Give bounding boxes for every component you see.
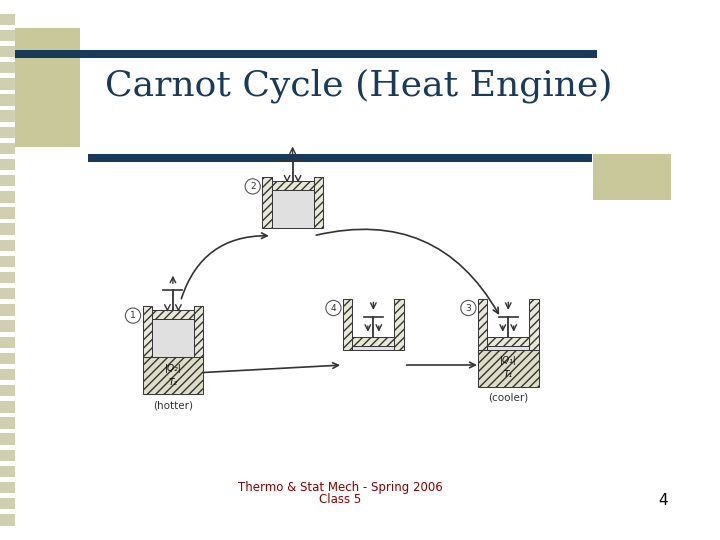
- Text: (hotter): (hotter): [153, 400, 193, 410]
- Bar: [15, 50, 597, 58]
- Bar: [0, 336, 15, 348]
- Text: 4: 4: [658, 493, 668, 508]
- Bar: [152, 319, 194, 357]
- Bar: [0, 191, 15, 202]
- Bar: [0, 465, 15, 477]
- Text: 1: 1: [130, 311, 136, 320]
- Bar: [0, 385, 15, 396]
- Bar: [0, 14, 15, 25]
- Bar: [271, 190, 313, 228]
- Bar: [0, 175, 15, 186]
- Bar: [0, 94, 15, 106]
- Bar: [0, 30, 15, 41]
- Bar: [0, 110, 15, 122]
- Bar: [0, 224, 15, 235]
- Bar: [478, 350, 539, 387]
- Text: Carnot Cycle (Heat Engine): Carnot Cycle (Heat Engine): [104, 69, 612, 103]
- Bar: [487, 336, 529, 346]
- Bar: [0, 143, 15, 154]
- Text: 3: 3: [465, 303, 471, 313]
- Bar: [353, 346, 395, 350]
- Bar: [15, 28, 80, 146]
- Bar: [0, 272, 15, 284]
- Text: |Q₁|: |Q₁|: [500, 356, 517, 366]
- Bar: [0, 126, 15, 138]
- Bar: [143, 357, 203, 394]
- Bar: [0, 434, 15, 445]
- Bar: [478, 299, 487, 350]
- Bar: [353, 336, 395, 346]
- Bar: [0, 450, 15, 461]
- Bar: [0, 240, 15, 251]
- Bar: [0, 159, 15, 170]
- Bar: [271, 181, 313, 190]
- Bar: [0, 320, 15, 332]
- Bar: [0, 304, 15, 315]
- Bar: [0, 514, 15, 525]
- Text: 4: 4: [330, 303, 336, 313]
- Bar: [313, 177, 323, 228]
- Bar: [0, 417, 15, 429]
- Text: Thermo & Stat Mech - Spring 2006: Thermo & Stat Mech - Spring 2006: [238, 481, 443, 494]
- Text: T₁: T₁: [504, 370, 513, 380]
- Bar: [0, 369, 15, 380]
- Bar: [0, 401, 15, 413]
- Bar: [0, 288, 15, 300]
- Bar: [0, 78, 15, 90]
- Bar: [0, 207, 15, 219]
- Text: T₂: T₂: [168, 378, 177, 387]
- Bar: [143, 306, 152, 357]
- Bar: [343, 299, 353, 350]
- Bar: [395, 299, 404, 350]
- Bar: [89, 154, 592, 161]
- Bar: [0, 62, 15, 73]
- Text: Class 5: Class 5: [319, 493, 361, 507]
- Bar: [0, 353, 15, 364]
- Bar: [194, 306, 203, 357]
- Bar: [0, 256, 15, 267]
- Bar: [529, 299, 539, 350]
- Text: |Q₂|: |Q₂|: [165, 364, 181, 373]
- Bar: [593, 154, 671, 200]
- Text: 2: 2: [250, 182, 256, 191]
- Text: (cooler): (cooler): [488, 393, 528, 402]
- Bar: [262, 177, 271, 228]
- Bar: [0, 482, 15, 493]
- Bar: [487, 346, 529, 350]
- Bar: [152, 310, 194, 319]
- Bar: [0, 46, 15, 57]
- Bar: [0, 498, 15, 509]
